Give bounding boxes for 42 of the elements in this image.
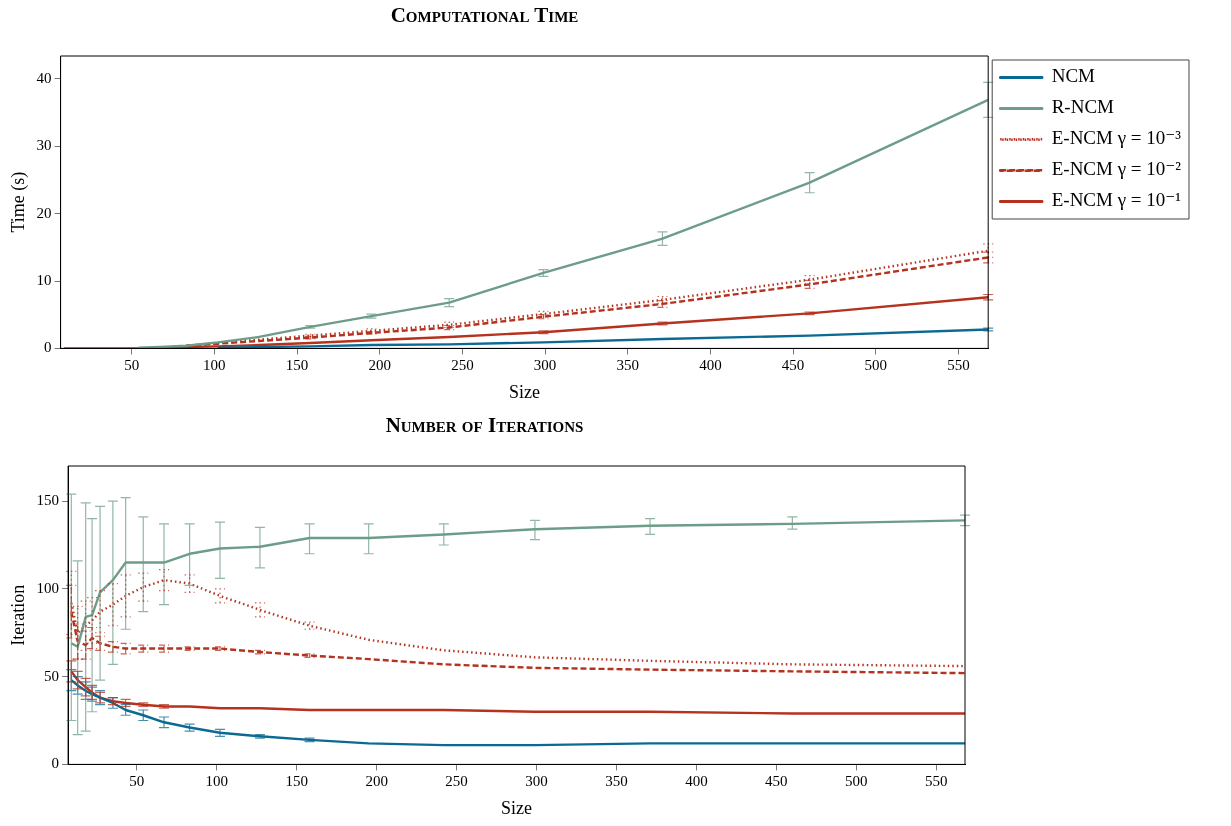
y-tick-label: 30 (36, 137, 52, 154)
x-tick-label: 100 (205, 773, 229, 790)
legend-label: E-NCM γ = 10⁻² (1051, 158, 1182, 180)
x-tick-label: 300 (533, 357, 557, 374)
legend-label: NCM (1051, 65, 1096, 87)
x-tick-label: 400 (699, 357, 722, 374)
legend-label: E-NCM γ = 10⁻³ (1051, 127, 1182, 149)
y-tick-label: 20 (36, 204, 52, 221)
y-tick-label: 150 (36, 492, 60, 509)
x-tick-label: 150 (285, 773, 308, 790)
x-axis-title: Size (501, 797, 533, 818)
x-axis-title: Size (508, 381, 540, 402)
x-tick-label: 350 (616, 357, 639, 374)
x-tick-label: 550 (947, 357, 970, 374)
x-tick-label: 550 (924, 773, 948, 790)
y-tick-label: 10 (36, 271, 52, 288)
chart-title: Computational Time (389, 2, 580, 29)
legend-label: R-NCM (1051, 96, 1115, 118)
x-tick-label: 200 (365, 773, 388, 790)
x-tick-label: 50 (129, 773, 145, 790)
legend-label: E-NCM γ = 10⁻¹ (1051, 189, 1182, 211)
x-tick-label: 250 (451, 357, 474, 374)
x-tick-label: 500 (845, 773, 868, 790)
x-tick-label: 50 (124, 357, 140, 374)
y-axis-title: Iteration (7, 584, 28, 646)
x-tick-label: 100 (203, 357, 226, 374)
chart-title: Number of Iterations (384, 412, 585, 439)
x-tick-label: 450 (765, 773, 788, 790)
y-tick-label: 0 (44, 339, 52, 356)
x-tick-label: 400 (685, 773, 708, 790)
y-axis-title: Time (s) (7, 171, 29, 233)
y-tick-label: 50 (44, 667, 60, 684)
y-tick-label: 40 (36, 69, 52, 86)
x-tick-label: 300 (525, 773, 548, 790)
x-tick-label: 350 (605, 773, 628, 790)
x-tick-label: 450 (781, 357, 805, 374)
x-tick-label: 200 (368, 357, 391, 374)
y-tick-label: 100 (36, 579, 60, 596)
x-tick-label: 150 (285, 357, 309, 374)
x-tick-label: 500 (864, 357, 888, 374)
y-tick-label: 0 (51, 755, 60, 772)
x-tick-label: 250 (445, 773, 468, 790)
